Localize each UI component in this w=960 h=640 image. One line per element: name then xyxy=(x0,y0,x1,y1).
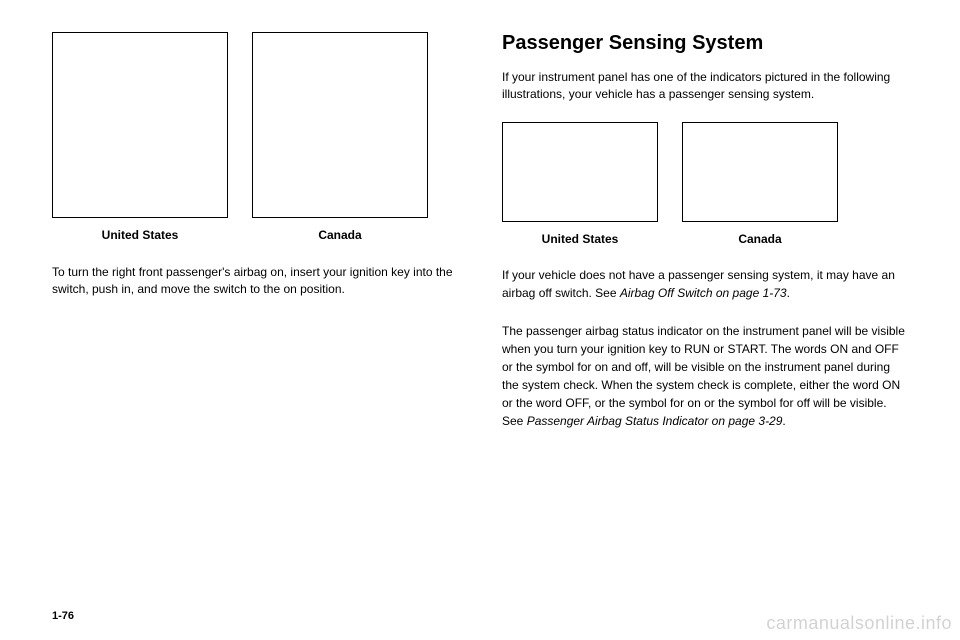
figure-block-canada: Canada xyxy=(252,32,428,242)
watermark: carmanualsonline.info xyxy=(766,613,952,634)
left-column: United States Canada To turn the right f… xyxy=(52,32,458,640)
figure-placeholder-canada xyxy=(682,122,838,222)
figure-block-us: United States xyxy=(52,32,228,242)
para2-reference: Passenger Airbag Status Indicator on pag… xyxy=(527,414,783,428)
para2-text-b: . xyxy=(782,414,785,428)
figure-caption: United States xyxy=(102,228,179,242)
figure-block-canada: Canada xyxy=(682,122,838,246)
paragraph-1: If your vehicle does not have a passenge… xyxy=(502,266,908,302)
para1-text-b: . xyxy=(787,286,790,300)
para1-reference: Airbag Off Switch on page 1-73 xyxy=(620,286,787,300)
left-body-text: To turn the right front passenger's airb… xyxy=(52,264,458,299)
manual-page: United States Canada To turn the right f… xyxy=(0,0,960,640)
figure-caption: United States xyxy=(542,232,619,246)
left-figure-row: United States Canada xyxy=(52,32,458,242)
paragraph-2: The passenger airbag status indicator on… xyxy=(502,322,908,430)
figure-placeholder-us xyxy=(502,122,658,222)
right-column: Passenger Sensing System If your instrum… xyxy=(502,32,908,640)
page-number: 1-76 xyxy=(52,610,74,622)
figure-block-us: United States xyxy=(502,122,658,246)
figure-placeholder-canada xyxy=(252,32,428,218)
section-heading: Passenger Sensing System xyxy=(502,32,908,55)
para2-text-a: The passenger airbag status indicator on… xyxy=(502,324,905,428)
figure-caption: Canada xyxy=(318,228,361,242)
section-intro: If your instrument panel has one of the … xyxy=(502,69,908,104)
figure-placeholder-us xyxy=(52,32,228,218)
figure-caption: Canada xyxy=(738,232,781,246)
right-figure-row: United States Canada xyxy=(502,122,908,246)
